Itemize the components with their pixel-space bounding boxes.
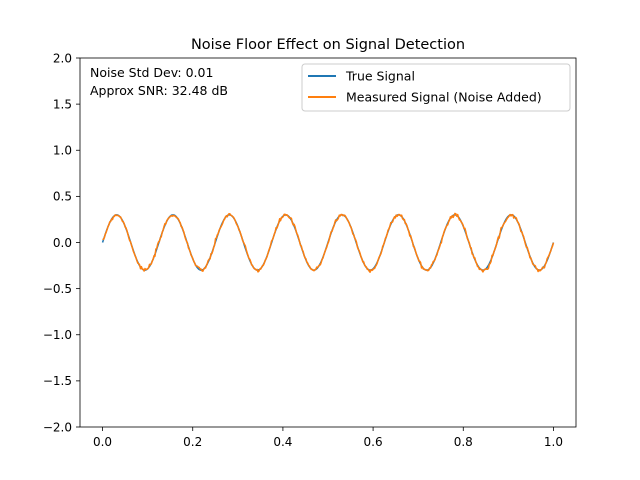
y-axis: −2.0 −1.5 −1.0 −0.5 0.0 0.5 1.0 1.5 2.0 [43,51,80,434]
x-tick-label: 0.8 [454,435,473,449]
y-tick-label: 0.0 [53,236,72,250]
y-tick-label: −1.0 [43,328,72,342]
x-axis: 0.0 0.2 0.4 0.6 0.8 1.0 [93,427,563,449]
y-tick-label: −1.5 [43,374,72,388]
annotation-block: Noise Std Dev: 0.01 Approx SNR: 32.48 dB [90,65,228,98]
annotation-snr: Approx SNR: 32.48 dB [90,83,228,98]
chart-title: Noise Floor Effect on Signal Detection [191,37,465,53]
y-tick-label: 1.5 [53,97,72,111]
y-tick-label: −0.5 [43,282,72,296]
y-tick-label: 1.0 [53,144,72,158]
legend-label-true-signal: True Signal [345,69,415,84]
legend-label-measured-signal: Measured Signal (Noise Added) [346,90,542,105]
legend-box [301,63,571,112]
x-tick-label: 0.4 [273,435,292,449]
y-tick-label: 2.0 [53,51,72,65]
legend: True Signal Measured Signal (Noise Added… [301,63,571,112]
annotation-noise-std: Noise Std Dev: 0.01 [90,65,213,80]
x-tick-label: 0.6 [364,435,383,449]
x-tick-label: 0.2 [183,435,202,449]
x-tick-label: 1.0 [544,435,563,449]
y-tick-label: 0.5 [53,190,72,204]
series-layer [101,212,555,273]
y-tick-label: −2.0 [43,420,72,434]
series-line-1 [102,212,555,273]
x-tick-label: 0.0 [93,435,112,449]
